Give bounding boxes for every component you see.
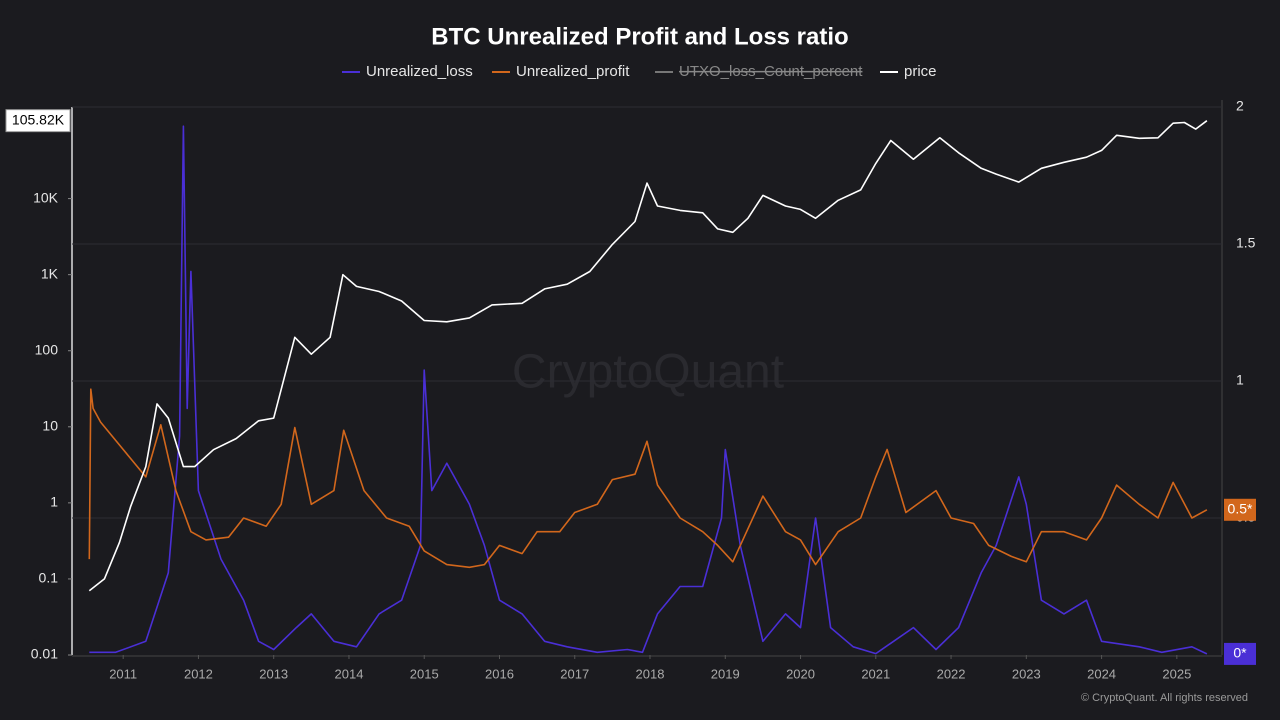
x-tick-label: 2025 [1162, 666, 1191, 681]
x-tick-label: 2021 [861, 666, 890, 681]
x-tick-label: 2016 [485, 666, 514, 681]
y-tick-label: 0.01 [31, 646, 58, 662]
watermark: CryptoQuant [512, 346, 784, 399]
end-label: 105.82K [12, 111, 65, 127]
x-tick-label: 2022 [937, 666, 966, 681]
x-tick-label: 2024 [1087, 666, 1116, 681]
x-tick-label: 2023 [1012, 666, 1041, 681]
y2-tick-label: 1 [1236, 372, 1244, 388]
chart-title: BTC Unrealized Profit and Loss ratio [431, 23, 848, 50]
end-label: 0* [1233, 645, 1247, 661]
series-line [89, 125, 1208, 655]
x-tick-label: 2019 [711, 666, 740, 681]
y-tick-label: 100 [35, 341, 59, 357]
end-badge [5, 109, 71, 133]
y2-tick-label: 1.5 [1236, 235, 1256, 251]
end-badge [1224, 498, 1256, 521]
x-tick-label: 2020 [786, 666, 815, 681]
x-tick-label: 2017 [560, 666, 589, 681]
copyright: © CryptoQuant. All rights reserved [1081, 692, 1248, 704]
end-label: 0.5* [1228, 500, 1253, 516]
series-line [88, 120, 1208, 592]
legend-label: UTXO_loss_Count_percent [679, 63, 863, 80]
x-tick-label: 2018 [636, 666, 665, 681]
y2-tick-label: 2 [1236, 98, 1244, 114]
series-line [88, 388, 1208, 569]
x-tick-label: 2015 [410, 666, 439, 681]
end-badge [1224, 642, 1256, 665]
y-tick-label: 1K [41, 265, 59, 281]
y-tick-label: 0.1 [39, 570, 59, 586]
y-tick-label: 10 [42, 418, 58, 434]
x-tick-label: 2011 [109, 666, 137, 681]
legend-label: Unrealized_loss [366, 63, 473, 80]
y-tick-label: 1 [50, 494, 58, 510]
legend-label: price [904, 63, 937, 80]
y-tick-label: 10K [33, 189, 59, 205]
legend-label: Unrealized_profit [516, 63, 630, 80]
x-tick-label: 2014 [335, 666, 364, 681]
x-tick-label: 2012 [184, 666, 213, 681]
plot-layer [72, 106, 1222, 655]
x-tick-label: 2013 [259, 666, 288, 681]
